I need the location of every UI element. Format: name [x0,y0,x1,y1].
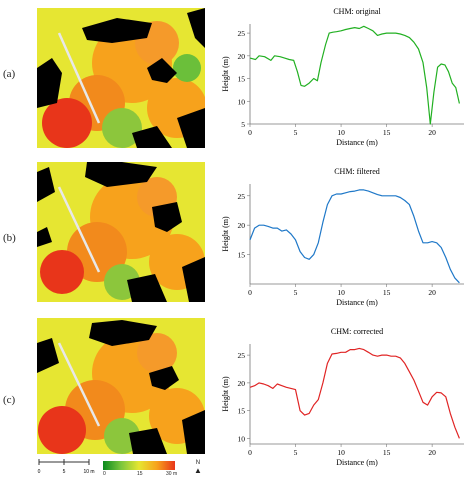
y-tick-label: 10 [238,97,246,106]
color-bar [103,461,175,470]
north-arrow-label: N [195,460,201,466]
x-tick-label: 20 [428,128,436,137]
x-axis-label: Distance (m) [336,138,378,147]
height-profile-chart-filtered: CHM: filtered 15 20 25 0 5 10 15 20 Distance (m) H… [218,162,472,312]
panel-label-b: (b) [3,232,16,244]
height-profile-chart-corrected: CHM: corrected 10 15 20 25 0 5 10 15 20 Distance (… [218,322,472,472]
color-bar-tick-2: 30 m [166,471,178,477]
scale-tick-1: 5 [63,469,66,475]
chart-title: CHM: original [333,7,381,16]
x-tick-label: 20 [428,288,436,297]
chm-map-filtered-image [37,162,205,302]
x-tick-label: 10 [337,128,345,137]
color-bar-tick-1: 15 [137,471,143,477]
x-axis-label: Distance (m) [336,298,378,307]
x-tick-label: 15 [383,128,391,137]
y-tick-label: 15 [238,407,246,416]
height-profile-chart-corrected-svg: CHM: corrected 10 15 20 25 0 5 10 15 20 Distance (… [221,327,464,467]
y-tick-label: 20 [238,52,246,61]
panel-label-c: (c) [3,394,16,406]
y-tick-label: 25 [238,29,246,38]
series-line-0 [249,189,460,284]
x-tick-label: 10 [337,288,345,297]
chart-title: CHM: corrected [331,327,383,336]
chm-map-corrected [37,318,205,454]
series-line-0 [249,25,460,125]
y-axis-label: Height (m) [221,216,230,252]
x-tick-label: 15 [383,288,391,297]
y-tick-label: 20 [238,221,246,230]
x-tick-label: 0 [248,448,252,457]
x-tick-label: 15 [383,448,391,457]
x-tick-label: 5 [294,448,298,457]
x-tick-label: 10 [337,448,345,457]
x-tick-label: 0 [248,288,252,297]
north-arrow-icon: ▲ [194,466,202,475]
y-tick-label: 5 [241,120,245,129]
chm-map-original-image [37,8,205,148]
x-axis-label: Distance (m) [336,458,378,467]
chm-map-corrected-image [37,318,205,454]
y-tick-label: 15 [238,75,246,84]
series-line-0 [249,347,460,439]
y-tick-label: 25 [238,351,246,360]
height-profile-chart-filtered-svg: CHM: filtered 15 20 25 0 5 10 15 20 Distance (m) H… [221,167,464,307]
x-tick-label: 5 [294,288,298,297]
height-profile-chart-original: CHM: original 5 10 15 20 25 0 5 10 15 20 Distance (… [218,2,472,152]
x-tick-label: 5 [294,128,298,137]
y-tick-label: 15 [238,251,246,260]
scale-tick-2: 10 m [83,469,94,475]
y-tick-label: 20 [238,379,246,388]
chm-map-original [37,8,205,148]
scale-tick-0: 0 [38,469,41,475]
panel-label-a: (a) [3,68,16,80]
x-tick-label: 20 [428,448,436,457]
x-tick-label: 0 [248,128,252,137]
color-bar-tick-0: 0 [103,471,106,477]
chart-title: CHM: filtered [334,167,380,176]
chm-map-filtered [37,162,205,302]
y-tick-label: 10 [238,434,246,443]
north-arrow: N ▲ [194,459,202,475]
y-axis-label: Height (m) [221,376,230,412]
y-tick-label: 25 [238,192,246,201]
y-axis-label: Height (m) [221,56,230,92]
scale-bar: 0 5 10 m [38,459,95,475]
